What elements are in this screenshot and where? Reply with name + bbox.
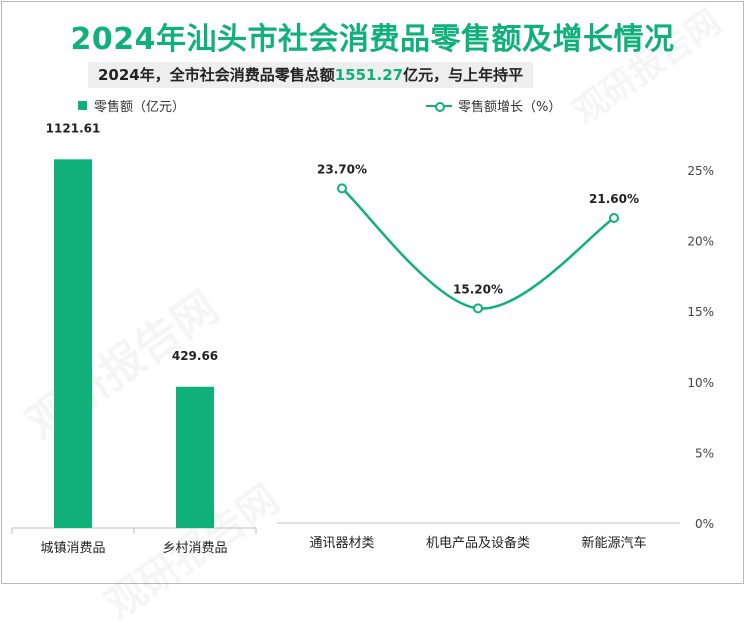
chart-title: 2024年汕头市社会消费品零售额及增长情况 bbox=[70, 22, 675, 57]
legend-line: 零售额增长（%） bbox=[426, 96, 561, 115]
line-value-label: 15.20% bbox=[453, 282, 503, 296]
line-y-tick-label: 20% bbox=[687, 235, 714, 249]
line-y-tick-label: 15% bbox=[687, 305, 714, 319]
legend-swatch-line bbox=[426, 101, 452, 112]
line-y-tick-label: 10% bbox=[687, 376, 714, 390]
bar bbox=[54, 159, 92, 528]
bar-value-label: 429.66 bbox=[172, 349, 218, 363]
line-category-label: 通讯器材类 bbox=[309, 536, 374, 551]
legend-bar: 零售额（亿元） bbox=[78, 96, 185, 115]
chart-subtitle: 2024年，全市社会消费品零售总额1551.27亿元，与上年持平 bbox=[88, 62, 534, 88]
line-y-tick-label: 0% bbox=[695, 517, 714, 531]
bar-category-label: 乡村消费品 bbox=[162, 541, 227, 556]
line-value-label: 21.60% bbox=[589, 192, 639, 206]
subtitle-total-value: 1551.27 bbox=[334, 66, 404, 84]
line-category-label: 机电产品及设备类 bbox=[426, 535, 530, 551]
bar-category-label: 城镇消费品 bbox=[40, 541, 105, 556]
legend-label-bar: 零售额（亿元） bbox=[94, 100, 186, 115]
line-point bbox=[473, 303, 483, 314]
line-category-label: 新能源汽车 bbox=[581, 535, 646, 551]
bar bbox=[176, 386, 214, 528]
line-y-tick-label: 25% bbox=[687, 164, 714, 178]
line-point bbox=[337, 183, 347, 194]
legend-swatch-bar bbox=[78, 101, 87, 110]
subtitle-prefix: 2024年，全市社会消费品零售总额 bbox=[98, 66, 335, 84]
chart-frame bbox=[1, 1, 744, 584]
line-point bbox=[609, 213, 619, 224]
legend-label-line: 零售额增长（%） bbox=[458, 100, 562, 115]
chart-canvas: 1121.61 城镇消费品 429.66 乡村消费品 0% 5% 10% 15% 20% 25% 2… bbox=[11, 121, 714, 556]
line-y-tick-label: 5% bbox=[695, 446, 714, 460]
bar-value-label: 1121.61 bbox=[46, 121, 101, 135]
line-value-label: 23.70% bbox=[317, 162, 367, 176]
subtitle-suffix: 亿元，与上年持平 bbox=[403, 66, 524, 84]
